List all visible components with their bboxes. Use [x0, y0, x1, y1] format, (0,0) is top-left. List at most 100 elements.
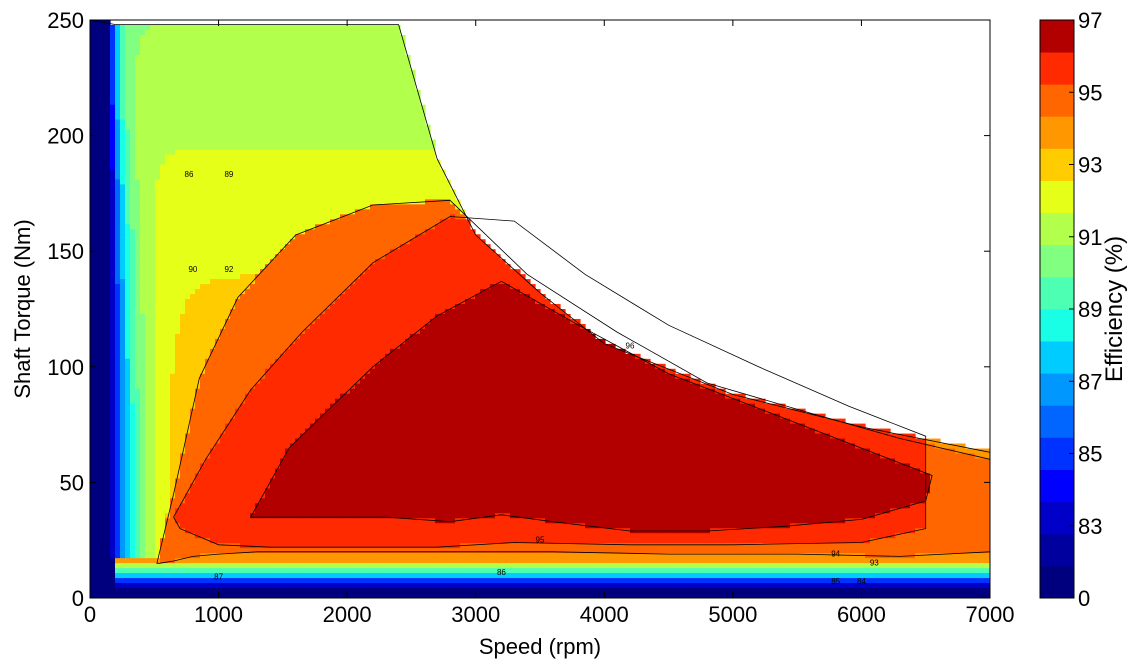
map-cell [155, 328, 161, 335]
map-cell [235, 169, 241, 176]
map-cell [275, 184, 281, 191]
map-cell [230, 289, 236, 295]
map-cell [140, 338, 146, 345]
map-cell [355, 289, 361, 295]
map-cell [245, 79, 251, 86]
map-cell [315, 333, 321, 340]
map-cell [185, 259, 191, 265]
map-cell [130, 234, 136, 240]
map-cell [305, 159, 311, 166]
map-cell [365, 59, 371, 66]
map-cell [595, 338, 601, 345]
map-cell [395, 189, 401, 195]
map-cell [115, 164, 121, 171]
map-cell [420, 224, 426, 230]
map-cell [460, 274, 466, 280]
map-cell [250, 249, 256, 255]
map-cell [535, 323, 541, 330]
map-cell [385, 264, 391, 270]
map-cell [125, 239, 131, 245]
map-cell [435, 189, 441, 195]
map-cell [420, 149, 426, 156]
map-cell [280, 29, 286, 36]
map-cell [360, 264, 366, 270]
map-cell [290, 338, 296, 345]
map-cell [190, 124, 196, 131]
map-cell [215, 244, 221, 250]
map-cell [395, 294, 401, 300]
map-cell [210, 134, 216, 141]
map-cell [520, 304, 526, 310]
map-cell [265, 239, 271, 245]
map-cell [335, 44, 341, 51]
map-cell [220, 264, 226, 270]
map-cell [145, 229, 151, 235]
map-cell [280, 328, 286, 335]
map-cell [110, 179, 116, 186]
map-cell [265, 224, 271, 230]
map-cell [120, 254, 126, 260]
map-cell [185, 189, 191, 195]
map-cell [370, 74, 376, 81]
map-cell [205, 124, 211, 131]
map-cell [250, 159, 256, 166]
map-cell [285, 94, 291, 101]
map-cell [130, 134, 136, 141]
map-cell [365, 39, 371, 46]
map-cell [330, 184, 336, 191]
map-cell [590, 343, 596, 350]
map-cell [410, 254, 416, 260]
map-cell [105, 114, 111, 121]
map-cell [255, 239, 261, 245]
map-cell [205, 69, 211, 76]
map-cell [105, 139, 111, 146]
map-cell [110, 144, 116, 151]
map-cell [590, 333, 596, 340]
map-cell [295, 254, 301, 260]
map-cell [165, 269, 171, 275]
map-cell [330, 174, 336, 181]
map-cell [380, 59, 386, 66]
map-cell [360, 84, 366, 91]
map-cell [260, 229, 266, 235]
map-cell [255, 114, 261, 121]
map-cell [580, 343, 586, 350]
map-cell [380, 313, 386, 320]
map-cell [360, 169, 366, 176]
map-cell [130, 304, 136, 310]
map-cell [95, 109, 101, 116]
map-cell [195, 49, 201, 56]
map-cell [230, 24, 236, 31]
map-cell [255, 328, 261, 335]
map-cell [145, 244, 151, 250]
map-cell [285, 294, 291, 300]
map-cell [195, 219, 201, 225]
map-cell [315, 224, 321, 230]
map-cell [220, 24, 226, 31]
map-cell [420, 114, 426, 121]
map-cell [220, 318, 226, 325]
map-cell [280, 249, 286, 255]
map-cell [105, 64, 111, 71]
map-cell [570, 333, 576, 340]
map-cell [295, 74, 301, 81]
map-cell [190, 99, 196, 106]
map-cell [360, 214, 366, 220]
map-cell [200, 204, 206, 210]
map-cell [515, 299, 521, 305]
map-cell [230, 129, 236, 136]
map-cell [240, 49, 246, 56]
map-cell [310, 104, 316, 111]
map-cell [315, 184, 321, 191]
map-cell [225, 144, 231, 151]
map-cell [90, 254, 96, 260]
map-cell [480, 299, 486, 305]
map-cell [155, 254, 161, 260]
map-cell [365, 49, 371, 56]
map-cell [285, 99, 291, 106]
map-cell [195, 244, 201, 250]
map-cell [285, 229, 291, 235]
map-cell [375, 194, 381, 200]
map-cell [180, 179, 186, 186]
map-cell [200, 338, 206, 345]
